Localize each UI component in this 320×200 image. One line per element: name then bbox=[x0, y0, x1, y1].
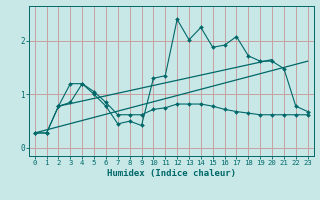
X-axis label: Humidex (Indice chaleur): Humidex (Indice chaleur) bbox=[107, 169, 236, 178]
